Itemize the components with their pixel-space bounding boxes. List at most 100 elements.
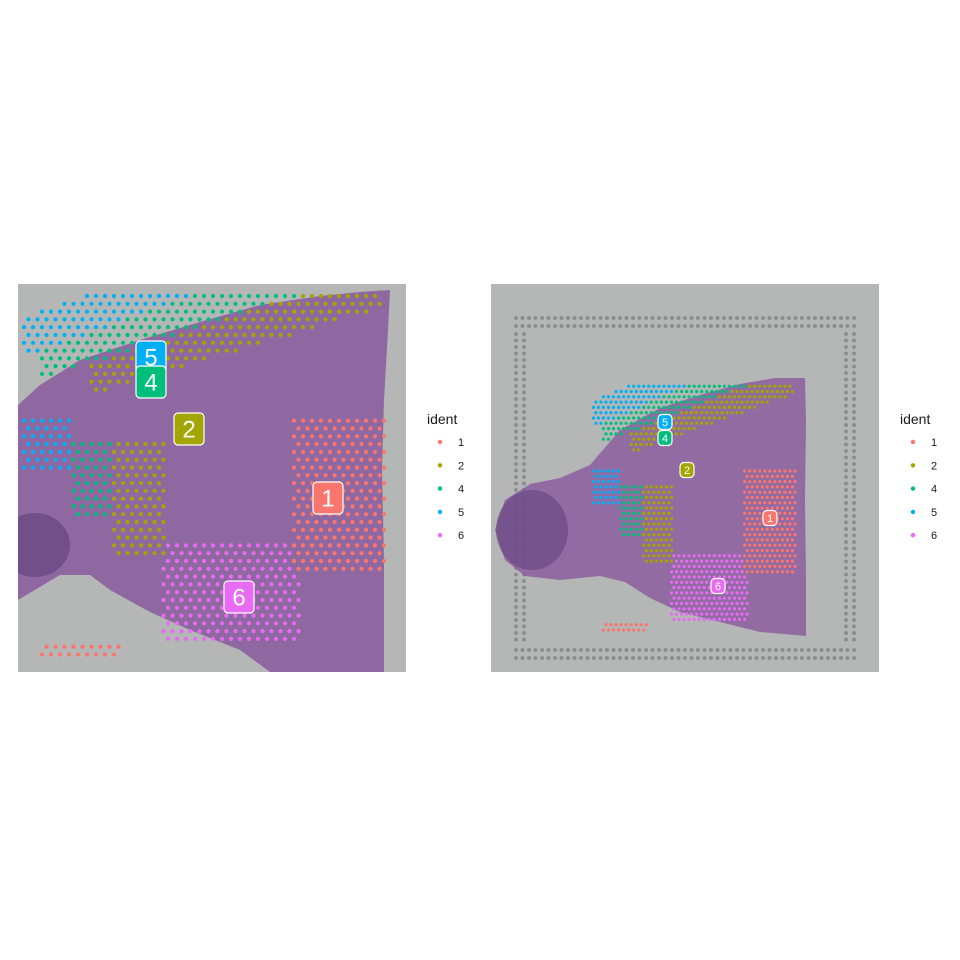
spot-cluster-6 xyxy=(725,612,729,616)
spot-cluster-1 xyxy=(377,551,382,556)
spot-cluster-1 xyxy=(773,543,777,547)
spot-cluster-1 xyxy=(750,495,754,500)
spot-cluster-2 xyxy=(129,481,135,486)
spot-cluster-4 xyxy=(619,432,623,436)
fiducial-dot xyxy=(611,316,616,320)
spot-cluster-4 xyxy=(111,340,117,345)
spot-cluster-2 xyxy=(170,364,175,369)
spot-cluster-2 xyxy=(758,384,762,388)
spot-cluster-4 xyxy=(606,437,611,441)
fiducial-dot xyxy=(522,384,526,388)
spot-cluster-5 xyxy=(134,301,139,306)
spot-cluster-1 xyxy=(309,449,315,454)
spot-cluster-2 xyxy=(637,448,641,452)
spot-cluster-4 xyxy=(102,465,108,470)
fiducial-dot xyxy=(832,648,837,652)
spot-cluster-2 xyxy=(687,427,691,431)
spot-cluster-2 xyxy=(287,301,292,306)
spot-cluster-1 xyxy=(341,551,346,556)
spot-cluster-4 xyxy=(622,501,626,505)
spot-cluster-1 xyxy=(780,570,785,574)
spot-cluster-6 xyxy=(735,570,739,574)
fiducial-dot xyxy=(852,345,856,349)
spot-cluster-2 xyxy=(775,389,779,394)
spot-cluster-1 xyxy=(748,533,752,537)
spot-cluster-2 xyxy=(116,551,121,556)
fiducial-dot xyxy=(715,316,720,320)
spot-cluster-2 xyxy=(89,379,94,384)
spot-cluster-6 xyxy=(730,591,734,595)
fiducial-dot xyxy=(754,316,759,320)
spot-cluster-1 xyxy=(66,652,72,657)
spot-cluster-6 xyxy=(727,586,732,590)
spot-cluster-4 xyxy=(639,485,643,489)
spot-cluster-1 xyxy=(790,495,795,500)
fiducial-dot xyxy=(624,324,629,328)
spot-cluster-6 xyxy=(174,590,180,595)
fiducial-dot xyxy=(767,648,772,652)
spot-cluster-2 xyxy=(717,395,722,399)
spot-cluster-2 xyxy=(278,317,283,322)
spot-cluster-2 xyxy=(642,511,646,515)
spot-cluster-6 xyxy=(179,613,184,618)
fiducial-dot xyxy=(585,324,590,328)
spot-cluster-4 xyxy=(627,501,631,505)
spot-cluster-2 xyxy=(659,506,664,510)
spot-cluster-6 xyxy=(722,596,727,600)
spot-cluster-1 xyxy=(758,490,762,494)
spot-cluster-1 xyxy=(336,418,342,423)
spot-cluster-6 xyxy=(705,570,709,574)
spot-cluster-4 xyxy=(93,512,99,517)
spot-cluster-2 xyxy=(120,543,126,548)
spot-cluster-4 xyxy=(657,405,661,409)
spot-cluster-1 xyxy=(309,465,315,470)
spot-cluster-6 xyxy=(695,570,699,574)
fiducial-dot xyxy=(683,648,687,652)
spot-cluster-6 xyxy=(687,564,691,569)
spot-cluster-5 xyxy=(183,293,189,299)
spot-cluster-1 xyxy=(743,522,747,526)
spot-cluster-1 xyxy=(327,527,333,532)
spot-cluster-1 xyxy=(363,527,369,532)
spot-cluster-2 xyxy=(264,309,270,314)
fiducial-dot xyxy=(844,488,848,492)
fiducial-dot xyxy=(774,656,778,660)
spot-cluster-1 xyxy=(768,554,772,558)
spot-cluster-1 xyxy=(291,496,297,501)
spot-cluster-5 xyxy=(596,490,601,494)
spot-cluster-4 xyxy=(237,293,243,299)
spot-cluster-1 xyxy=(773,533,777,537)
spot-cluster-1 xyxy=(793,469,797,473)
fiducial-dot xyxy=(522,605,526,609)
fiducial-dot xyxy=(735,648,739,652)
spot-cluster-4 xyxy=(632,511,636,515)
spot-cluster-2 xyxy=(147,481,153,486)
fiducial-dot xyxy=(585,316,590,320)
spot-cluster-4 xyxy=(627,533,631,537)
fiducial-dot xyxy=(514,442,518,447)
fiducial-dot xyxy=(522,585,526,590)
spot-cluster-1 xyxy=(318,465,324,470)
spot-cluster-4 xyxy=(93,340,99,345)
spot-cluster-2 xyxy=(273,309,279,314)
spot-cluster-2 xyxy=(111,543,117,548)
spot-cluster-6 xyxy=(255,590,261,595)
spot-cluster-6 xyxy=(727,575,732,579)
spot-cluster-2 xyxy=(652,533,656,537)
spot-cluster-2 xyxy=(649,485,653,489)
spot-cluster-4 xyxy=(629,495,633,500)
spot-cluster-6 xyxy=(740,591,744,595)
spot-cluster-5 xyxy=(156,293,162,299)
fiducial-dot xyxy=(852,533,856,538)
spot-cluster-1 xyxy=(305,442,310,447)
spot-cluster-2 xyxy=(647,554,651,558)
fiducial-dot xyxy=(611,648,616,652)
spot-cluster-2 xyxy=(210,340,216,345)
fiducial-dot xyxy=(852,631,856,635)
spot-cluster-5 xyxy=(57,449,63,454)
spot-cluster-2 xyxy=(233,332,238,338)
spot-cluster-1 xyxy=(363,496,369,501)
spot-cluster-6 xyxy=(210,574,216,579)
